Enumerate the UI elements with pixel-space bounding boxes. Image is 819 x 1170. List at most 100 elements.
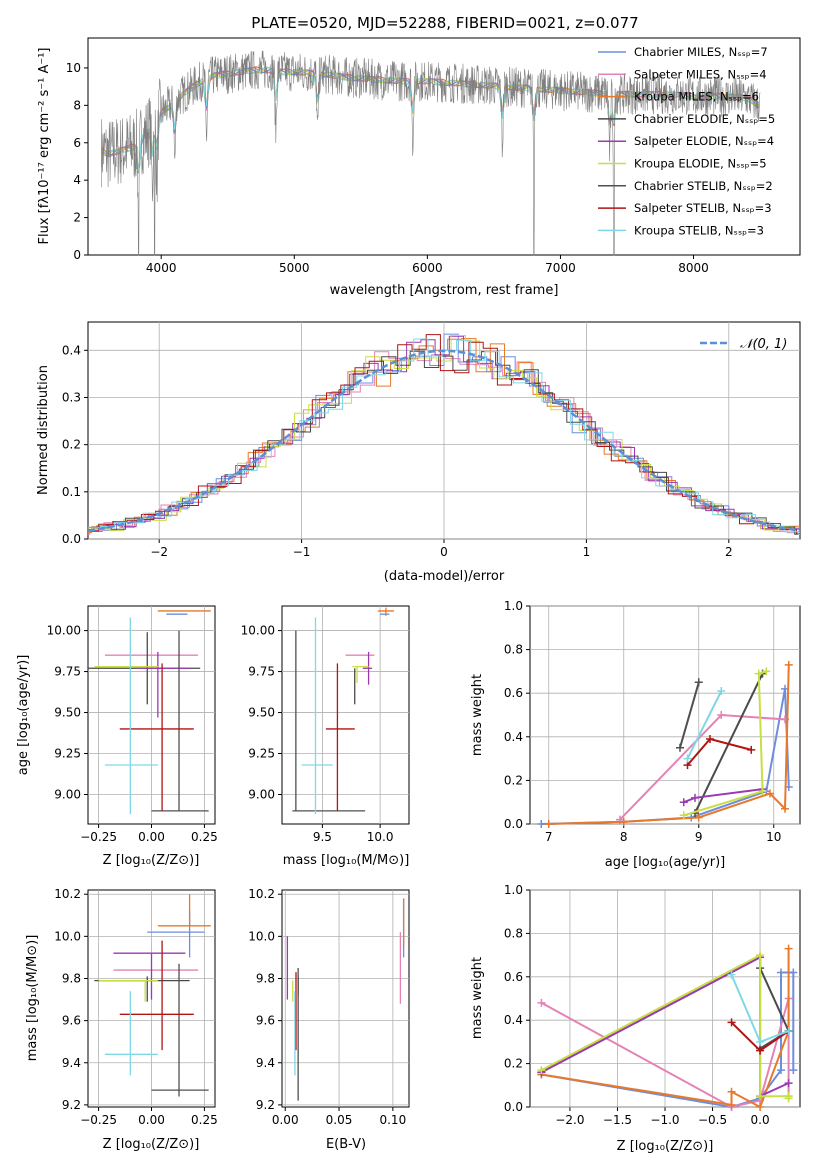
y-tick-label: 0.0 (62, 532, 81, 546)
y-tick-label: 9.50 (54, 706, 81, 720)
y-tick-label: 10.2 (248, 887, 275, 901)
age-vs-z-xlabel: Z [log₁₀(Z/Z⊙)] (103, 853, 200, 868)
y-tick-label: 6 (73, 136, 81, 150)
y-tick-label: 9.4 (256, 1056, 275, 1070)
mass-weight-marker (762, 667, 771, 676)
x-tick-label: −2 (150, 545, 168, 559)
x-tick-label: 0.05 (326, 1113, 353, 1127)
y-tick-label: 0.1 (62, 485, 81, 499)
mass-weight-marker (537, 1066, 546, 1075)
y-tick-label: 0.0 (504, 817, 523, 831)
mass-vs-ebv-plot-area: 0.00 0.05 0.10 9.2 9.4 9.6 9.8 10.0 10.2 (248, 887, 409, 1127)
mass-weight-marker (691, 793, 699, 802)
mass-weight-marker (754, 669, 763, 678)
residual-histogram (88, 335, 800, 531)
mass-weight-marker (694, 813, 703, 822)
mass-weight-line (541, 688, 790, 825)
weight-vs-z-panel: −2.0 −1.5 −1.0 −0.5 0.0 0.0 0.2 0.4 0.6 0.8 1.0 Z … (470, 883, 801, 1154)
mass-weight-marker (676, 743, 684, 752)
y-tick-label: 9.8 (62, 971, 81, 985)
mass-weight-marker (727, 1087, 736, 1096)
x-tick-label: 2 (725, 545, 733, 559)
age-vs-mass-plot-area: 9.5 10.0 9.00 9.25 9.50 9.75 10.00 (241, 606, 409, 844)
x-tick-label: −0.25 (80, 1113, 117, 1127)
y-tick-label: 0.0 (504, 1100, 523, 1114)
y-tick-label: 10.0 (54, 929, 81, 943)
weight-vs-age-panel: 7 8 9 10 0.0 0.2 0.4 0.6 0.8 1.0 age [log₁₀(age/y… (470, 599, 801, 870)
mass-vs-ebv-frame (281, 889, 410, 1108)
y-tick-label: 10.0 (248, 929, 275, 943)
y-tick-label: 0.8 (504, 926, 523, 940)
x-tick-label: −2.0 (555, 1113, 584, 1127)
y-tick-label: 9.8 (256, 971, 275, 985)
y-tick-label: 9.75 (248, 665, 275, 679)
mass-weight-marker (756, 951, 765, 960)
x-tick-label: 1 (583, 545, 591, 559)
residual-histogram (88, 335, 800, 533)
age-vs-z-panel: −0.25 0.00 0.25 9.00 9.25 9.50 9.75 10.00 Z [lo… (16, 605, 218, 868)
mass-weight-marker (756, 1046, 765, 1055)
spectrum-legend: Chabrier MILES, Nₛₛₚ=7 Salpeter MILES, Nₛ… (598, 45, 775, 237)
y-tick-label: 10.00 (241, 624, 275, 638)
mass-weight-line (686, 690, 723, 760)
weight-vs-z-ylabel: mass weight (470, 957, 485, 1039)
mass-weight-marker (679, 798, 688, 807)
mass-weight-marker (756, 1103, 765, 1111)
x-tick-label: 0.10 (379, 1113, 406, 1127)
mass-weight-marker (756, 1092, 765, 1101)
x-tick-label: 0.00 (138, 830, 165, 844)
mass-weight-marker (537, 820, 546, 828)
y-tick-label: 0.2 (504, 773, 523, 787)
mass-weight-marker (683, 754, 692, 763)
y-tick-label: 9.00 (54, 787, 81, 801)
mass-weight-marker (784, 944, 793, 953)
mass-weight-marker (758, 787, 767, 796)
mass-weight-marker (784, 660, 793, 669)
x-tick-label: 6000 (412, 261, 443, 275)
x-tick-label: 7 (545, 830, 553, 844)
mass-weight-marker (776, 1066, 785, 1075)
mass-weight-marker (789, 968, 798, 977)
mass-vs-z-plot-area: −0.25 0.00 0.25 9.2 9.4 9.6 9.8 10.0 10.2 (54, 887, 217, 1127)
mass-weight-line (683, 670, 767, 817)
y-tick-label: 0 (73, 248, 81, 262)
x-tick-label: 5000 (279, 261, 310, 275)
mass-weight-line (679, 682, 700, 748)
age-vs-mass-panel: 9.5 10.0 9.00 9.25 9.50 9.75 10.00 mass [log₁₀… (241, 605, 410, 868)
mass-weight-marker (694, 678, 703, 687)
age-vs-z-ylabel: age [log₁₀(age/yr)] (16, 655, 31, 776)
y-tick-label: 0.2 (62, 438, 81, 452)
y-tick-label: 0.2 (504, 1057, 523, 1071)
spectrum-panel: 4000 5000 6000 7000 8000 0 2 4 6 8 10 wavelength [… (37, 37, 801, 298)
y-tick-label: 0.8 (504, 643, 523, 657)
x-tick-label: 0.25 (191, 1113, 218, 1127)
mass-weight-marker (717, 687, 726, 696)
x-tick-label: 8000 (678, 261, 709, 275)
age-vs-mass-frame (281, 605, 410, 825)
mass-weight-marker (727, 970, 736, 979)
mass-weight-marker (747, 745, 756, 754)
x-tick-label: −1.0 (650, 1113, 679, 1127)
residuals-ylabel: Normed distribution (36, 365, 51, 495)
mass-weight-marker (784, 1094, 793, 1103)
mass-vs-z-panel: −0.25 0.00 0.25 9.2 9.4 9.6 9.8 10.0 10.2 Z [log… (25, 887, 218, 1152)
y-tick-label: 9.2 (62, 1098, 81, 1112)
weight-vs-z-xlabel: Z [log₁₀(Z/Z⊙)] (617, 1139, 714, 1154)
legend-entry-label: Chabrier STELIB, Nₛₛₚ=2 (634, 179, 773, 193)
mass-weight-marker (789, 1066, 798, 1075)
mass-weight-marker (776, 968, 785, 977)
spectrum-plot-area: 4000 5000 6000 7000 8000 0 2 4 6 8 10 (66, 50, 761, 275)
y-tick-label: 9.00 (248, 787, 275, 801)
residuals-plot-area: −2 −1 0 1 2 0.0 0.1 0.2 0.3 0.4 (62, 322, 801, 559)
x-tick-label: 8 (620, 830, 628, 844)
x-tick-label: 0.00 (272, 1113, 299, 1127)
weight-vs-age-plot-area: 7 8 9 10 0.0 0.2 0.4 0.6 0.8 1.0 (504, 599, 800, 844)
y-tick-label: 10.2 (54, 887, 81, 901)
x-tick-label: 0 (440, 545, 448, 559)
residual-histogram (88, 350, 800, 535)
mass-weight-line (541, 971, 795, 1109)
mass-weight-marker (727, 1018, 736, 1027)
mass-weight-marker (679, 811, 688, 820)
legend-entry-label: Chabrier MILES, Nₛₛₚ=7 (634, 45, 768, 59)
